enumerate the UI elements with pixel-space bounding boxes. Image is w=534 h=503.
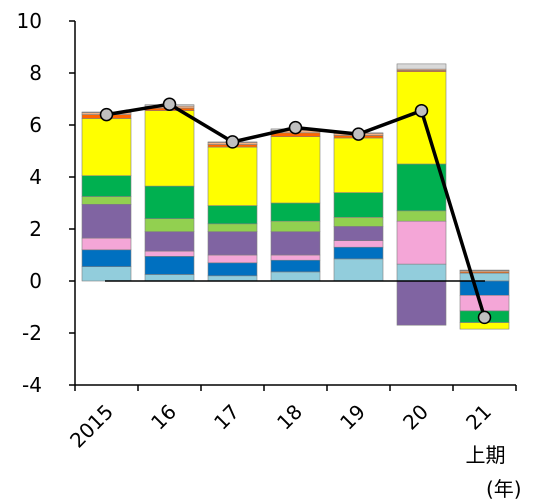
bar-segment-21-s2 (459, 280, 510, 296)
line-marker-17 (225, 135, 240, 149)
bar-segment-17-s5 (207, 223, 258, 232)
y-tick-label: -4 (22, 373, 42, 397)
line-marker-16 (162, 97, 177, 111)
line-layer (99, 97, 492, 325)
x-tick-sublabel: 上期 (466, 443, 506, 467)
bar-segment-17-s2 (207, 262, 258, 277)
bar-segment-17-s4 (207, 231, 258, 256)
bar-segment-16-s5 (144, 218, 195, 232)
line-marker-18 (288, 120, 303, 135)
line-marker-2015 (99, 107, 114, 122)
bar-segment-19-s5 (333, 217, 384, 227)
bar-segment-19-s4 (333, 226, 384, 241)
bar-segment-19-s2 (333, 246, 384, 260)
bar-segment-17-s3 (207, 254, 258, 264)
y-tick-label: 10 (17, 9, 42, 33)
bar-segment-19-s6 (333, 192, 384, 218)
bar-segment-19-s3 (333, 240, 384, 248)
bar-segment-18-s1 (270, 271, 321, 282)
bar-segment-17-s7 (207, 146, 258, 206)
bar-segment-2015-s4 (81, 204, 132, 239)
bar-segment-18-s7 (270, 136, 321, 204)
x-tick-label: 21 (461, 400, 496, 435)
bar-segment-20-s1 (396, 263, 447, 282)
bar-layer (81, 63, 510, 330)
bar-segment-20-s3 (396, 220, 447, 265)
bar-segment-21-s10 (459, 269, 510, 271)
x-unit-label: (年) (486, 477, 522, 501)
line-marker-20 (414, 103, 429, 118)
y-tick-label: 2 (29, 217, 42, 241)
bar-segment-20-s5 (396, 210, 447, 222)
line-marker-19 (351, 127, 366, 141)
bar-segment-16-s2 (144, 255, 195, 275)
bar-segment-21-s1 (459, 272, 510, 282)
bar-segment-2015-s1 (81, 266, 132, 282)
bar-segment-16-s3 (144, 250, 195, 257)
bar-segment-18-s2 (270, 259, 321, 273)
bar-segment-17-s6 (207, 205, 258, 225)
y-tick-label: 4 (29, 165, 42, 189)
y-tick-label: 6 (29, 113, 42, 137)
bar-segment-18-s4 (270, 231, 321, 256)
bar-segment-16-s6 (144, 185, 195, 219)
bar-segment-2015-s5 (81, 196, 132, 205)
y-tick-label: -2 (22, 321, 42, 345)
bar-segment-17-s1 (207, 275, 258, 282)
bar-segment-20-s10 (396, 63, 447, 70)
bar-segment-16-s7 (144, 110, 195, 187)
y-tick-label: 8 (29, 61, 42, 85)
bar-segment-2015-s3 (81, 237, 132, 251)
bar-segment-2015-s6 (81, 175, 132, 197)
bar-segment-2015-s7 (81, 118, 132, 177)
x-tick-label: 20 (398, 400, 433, 435)
bar-segment-16-s1 (144, 274, 195, 282)
bar-segment-18-s3 (270, 254, 321, 261)
x-tick-label: 2015 (65, 400, 118, 453)
bar-segment-18-s5 (270, 220, 321, 232)
x-tick-label: 19 (335, 400, 370, 435)
bar-segment-19-s7 (333, 137, 384, 193)
bar-segment-16-s4 (144, 231, 195, 252)
bar-segment-2015-s2 (81, 249, 132, 268)
x-tick-label: 16 (146, 400, 181, 435)
axes-layer (69, 20, 517, 391)
bar-segment-20-s4 (396, 280, 447, 326)
line-marker-21 (477, 310, 492, 325)
bar-segment-21-s3 (459, 294, 510, 312)
x-tick-label: 18 (272, 400, 307, 435)
bar-segment-19-s1 (333, 258, 384, 282)
y-tick-label: 0 (29, 269, 42, 293)
bar-segment-18-s6 (270, 202, 321, 222)
x-tick-label: 17 (209, 400, 244, 435)
